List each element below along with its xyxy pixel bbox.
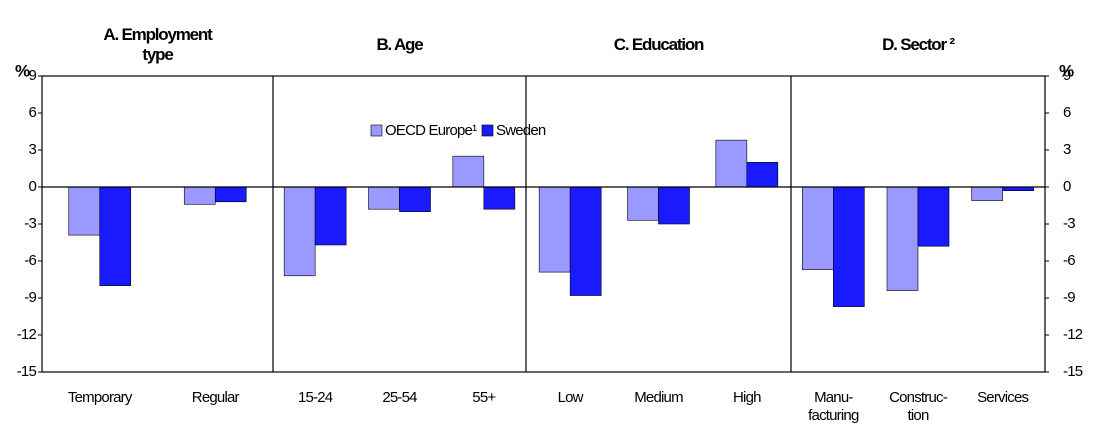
x-tick-label-line: Temporary xyxy=(68,389,133,406)
panel-title-line: A. Employment xyxy=(103,25,213,44)
panel-title: B. Age xyxy=(376,35,423,54)
bar xyxy=(627,186,659,221)
x-tick-label-line: facturing xyxy=(808,407,859,424)
bar xyxy=(214,186,247,203)
x-tick-label-line: 25-54 xyxy=(382,389,417,406)
bar xyxy=(658,186,690,225)
y-tick-label: 9 xyxy=(28,67,36,84)
x-tick-label-line: Services xyxy=(977,389,1028,406)
bar xyxy=(483,186,516,210)
x-tick-label: Services xyxy=(977,389,1028,406)
legend-label: Sweden xyxy=(496,122,546,139)
bar xyxy=(68,186,101,236)
y-tick-label: 3 xyxy=(28,141,36,158)
bar xyxy=(183,186,216,205)
y-tick-label-right: -6 xyxy=(1063,252,1075,269)
y-tick-label-right: 6 xyxy=(1063,104,1071,121)
y-tick-label-right: 0 xyxy=(1063,178,1071,195)
x-tick-label: Regular xyxy=(192,389,240,406)
panel-title: D. Sector ² xyxy=(882,35,955,54)
y-tick-label: -9 xyxy=(24,289,36,306)
bar xyxy=(715,139,748,188)
x-tick-label-line: Medium xyxy=(634,389,683,406)
y-axis-label-right: % xyxy=(1059,61,1074,80)
y-tick-label: -6 xyxy=(24,252,36,269)
bar xyxy=(314,186,347,246)
y-tick-label-right: 3 xyxy=(1063,141,1071,158)
y-tick-label: -12 xyxy=(17,326,37,343)
x-tick-label-line: Construc- xyxy=(889,389,948,406)
y-tick-label: 0 xyxy=(28,178,36,195)
x-tick-label: High xyxy=(733,389,761,406)
panel-title-line: B. Age xyxy=(376,35,423,54)
bar xyxy=(452,155,485,188)
bar xyxy=(399,186,431,212)
x-tick-label-line: 15-24 xyxy=(298,389,333,406)
bar xyxy=(886,186,919,291)
plot-frame xyxy=(41,75,1046,373)
legend-swatch xyxy=(370,124,383,137)
bar xyxy=(283,186,316,277)
x-tick-label-line: 55+ xyxy=(472,389,496,406)
bar xyxy=(538,186,571,273)
panel-title: C. Education xyxy=(614,35,704,54)
y-tick-label: -15 xyxy=(17,363,37,380)
x-tick-label: Low xyxy=(558,389,584,406)
x-tick-label: 25-54 xyxy=(382,389,417,406)
bar xyxy=(802,186,834,270)
bar xyxy=(99,186,132,286)
x-tick-label: 15-24 xyxy=(298,389,333,406)
x-tick-label-line: High xyxy=(733,389,761,406)
y-tick-label-right: -9 xyxy=(1063,289,1075,306)
legend-swatch xyxy=(481,124,494,137)
bar xyxy=(746,162,779,188)
bar xyxy=(569,186,602,296)
panel-title: A. Employment type xyxy=(103,25,213,64)
x-tick-label: 55+ xyxy=(472,389,496,406)
panel-title-line: type xyxy=(142,45,173,64)
x-tick-label: Medium xyxy=(634,389,683,406)
y-tick-label-right: 9 xyxy=(1063,67,1071,84)
x-tick-label-line: Regular xyxy=(192,389,240,406)
x-tick-label-line: Low xyxy=(558,389,584,406)
bar xyxy=(971,186,1003,201)
y-tick-label: 6 xyxy=(28,104,36,121)
y-tick-label-right: -15 xyxy=(1063,363,1083,380)
bar xyxy=(917,186,950,247)
legend-label: OECD Europe¹ xyxy=(385,122,477,139)
y-tick-label-right: -3 xyxy=(1063,215,1075,232)
panel-title-line: D. Sector ² xyxy=(882,35,955,54)
y-tick-label: -3 xyxy=(24,215,36,232)
bar xyxy=(368,186,400,210)
x-tick-label-line: tion xyxy=(908,407,929,424)
x-tick-label: Construc-tion xyxy=(889,389,948,424)
y-tick-label-right: -12 xyxy=(1063,326,1083,343)
x-tick-label-line: Manu- xyxy=(814,389,853,406)
panel-title-line: C. Education xyxy=(614,35,704,54)
bar xyxy=(833,186,865,307)
x-tick-label: Manu-facturing xyxy=(808,389,859,424)
y-axis-label-left: % xyxy=(15,61,30,80)
x-tick-label: Temporary xyxy=(68,389,133,406)
